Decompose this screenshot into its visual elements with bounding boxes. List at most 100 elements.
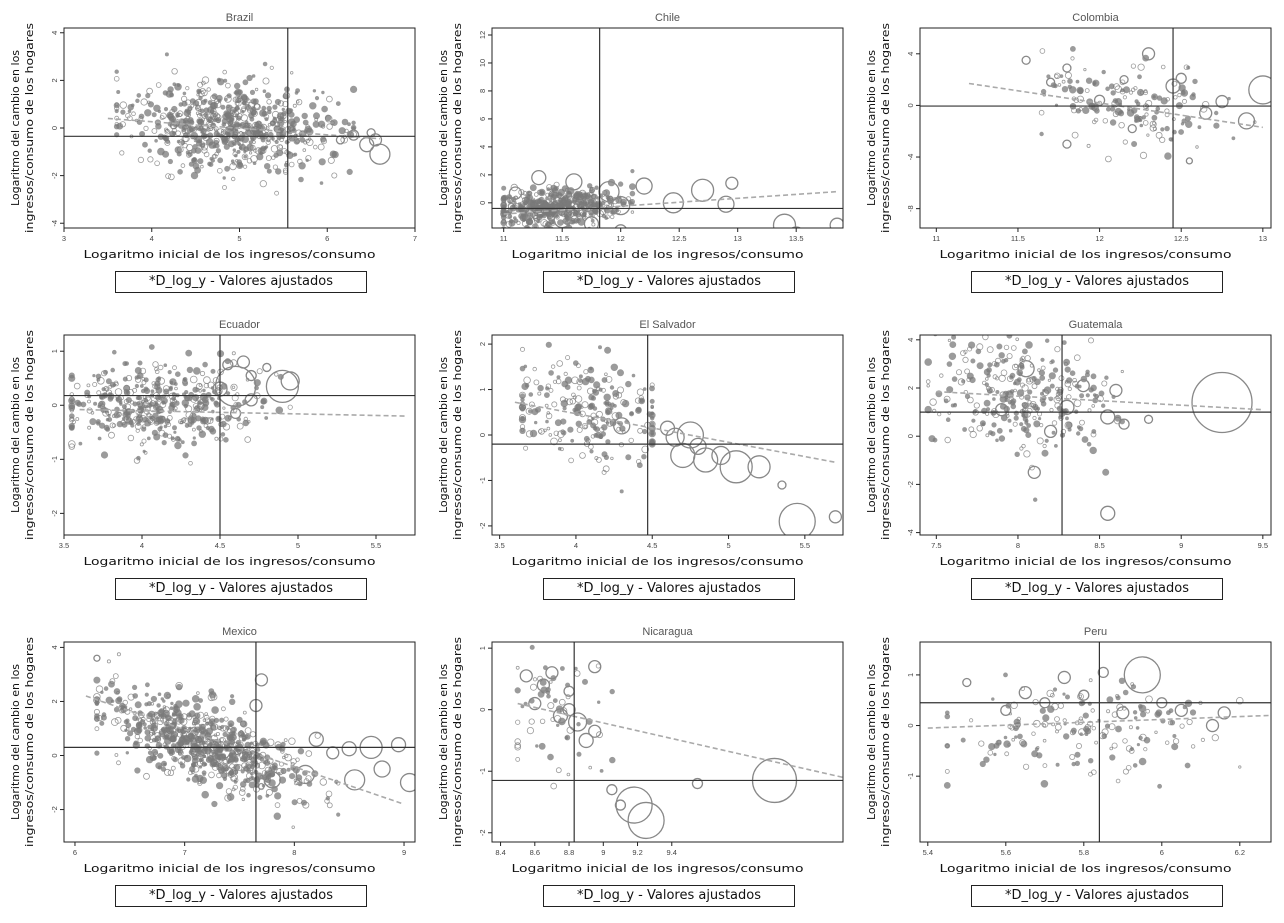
data-point (208, 161, 214, 167)
data-point (217, 762, 224, 769)
data-point (139, 384, 144, 388)
data-point (246, 74, 253, 82)
x-tick-label: 12 (1095, 234, 1103, 243)
fitted-line (79, 408, 408, 417)
data-point (1144, 112, 1149, 117)
data-point (259, 109, 267, 117)
data-point (1087, 757, 1094, 764)
data-point (1088, 678, 1093, 683)
data-bubble (567, 712, 588, 732)
data-point (528, 216, 533, 221)
data-point (1085, 77, 1093, 84)
data-point (1075, 79, 1080, 84)
data-bubble (828, 510, 843, 524)
data-point (326, 95, 333, 103)
data-point (552, 698, 558, 703)
data-point (638, 397, 646, 405)
data-point (501, 185, 507, 191)
data-point (560, 429, 566, 434)
data-point (1044, 438, 1049, 443)
data-point (196, 691, 200, 695)
x-tick-label: 7 (183, 848, 187, 857)
data-point (198, 389, 202, 393)
data-point (274, 372, 279, 377)
data-point (1026, 423, 1032, 428)
data-point (1075, 431, 1081, 436)
data-bubble (1078, 689, 1090, 701)
data-point (73, 382, 81, 390)
data-point (288, 737, 296, 745)
data-point (132, 693, 139, 699)
data-point (1069, 370, 1076, 376)
data-point (1109, 119, 1117, 126)
data-point (570, 212, 578, 220)
legend: *D_log_y - Valores ajustados (971, 578, 1223, 600)
data-point (127, 730, 134, 737)
data-point (140, 98, 148, 106)
data-point (223, 78, 228, 83)
data-point (134, 767, 141, 774)
data-point (270, 772, 276, 778)
data-point (604, 372, 608, 377)
data-point (528, 401, 535, 408)
data-point (163, 388, 170, 395)
data-point (235, 97, 242, 104)
data-point (1195, 145, 1199, 149)
data-bubble (1127, 123, 1137, 134)
data-point (166, 415, 173, 421)
y-tick-label: -1 (906, 773, 915, 780)
data-point (1135, 726, 1140, 730)
data-point (1101, 380, 1108, 387)
data-point (196, 397, 202, 402)
data-point (603, 393, 611, 401)
data-point (537, 384, 544, 392)
data-bubble (1174, 703, 1188, 718)
data-bubble (222, 359, 234, 371)
data-point (231, 394, 239, 402)
data-point (153, 104, 161, 112)
data-point (238, 789, 246, 796)
data-point (243, 778, 248, 784)
data-point (604, 400, 610, 406)
y-axis-label: Logaritmo del cambio en losingresos/cons… (9, 637, 36, 847)
data-bubble (588, 659, 602, 674)
data-point (579, 452, 586, 459)
data-point (198, 430, 206, 438)
data-point (1037, 368, 1041, 372)
y-tick-label: -2 (478, 523, 487, 530)
data-point (188, 461, 193, 466)
data-point (110, 699, 115, 703)
chart-panel-peru: Peru 5.4 5.6 5.8 6 6.2 -1 0 1 Logaritmo inicial d… (856, 614, 1284, 921)
data-point (1015, 337, 1020, 342)
data-point (225, 82, 231, 89)
data-point (233, 121, 241, 128)
data-point (182, 91, 187, 96)
data-point (1178, 129, 1185, 135)
data-point (109, 678, 116, 684)
data-point (590, 193, 596, 200)
data-point (254, 87, 259, 92)
data-point (103, 385, 109, 391)
data-point (252, 161, 257, 166)
data-point (1026, 377, 1032, 383)
data-point (1115, 694, 1120, 699)
data-point (122, 376, 128, 382)
data-point (228, 734, 234, 739)
data-point (593, 426, 600, 432)
data-point (114, 753, 119, 757)
data-point (963, 389, 968, 395)
data-point (1039, 375, 1046, 381)
data-bubble (606, 784, 618, 796)
data-point (538, 428, 545, 435)
data-point (534, 192, 539, 197)
data-point (205, 392, 212, 398)
data-point (331, 172, 338, 179)
data-point (969, 430, 977, 439)
x-tick-label: 6.2 (1235, 848, 1245, 857)
data-point (1031, 731, 1036, 736)
data-point (1067, 84, 1072, 89)
data-point (321, 105, 328, 113)
fitted-line (517, 702, 843, 779)
data-point (1151, 114, 1158, 121)
data-point (222, 185, 227, 190)
